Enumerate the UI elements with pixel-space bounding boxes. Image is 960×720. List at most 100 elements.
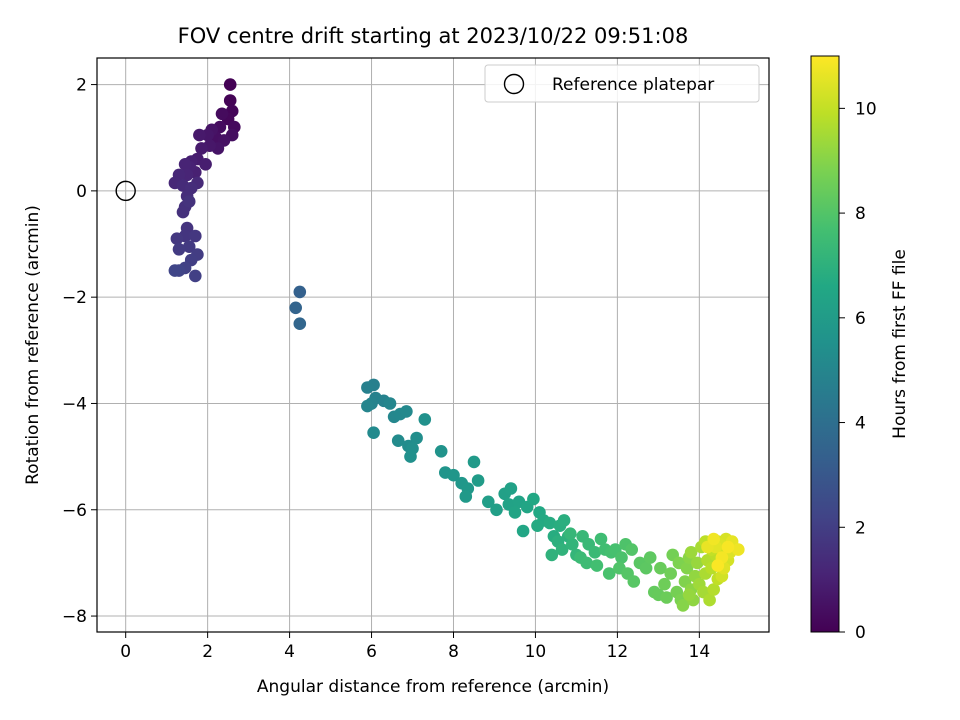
y-tick-label: 2 <box>76 76 87 96</box>
data-point <box>391 434 405 448</box>
y-tick-label: 0 <box>76 182 87 202</box>
x-tick-label: 2 <box>202 642 213 662</box>
data-point <box>555 543 569 556</box>
data-point <box>602 567 616 580</box>
data-point <box>404 450 417 463</box>
y-tick-label: −2 <box>62 288 87 308</box>
data-point <box>182 195 196 208</box>
data-point <box>289 301 303 315</box>
data-point <box>658 577 671 591</box>
data-point <box>590 559 604 572</box>
colorbar <box>810 55 840 633</box>
data-point <box>531 519 544 532</box>
data-point <box>410 431 423 445</box>
data-point <box>172 243 186 256</box>
x-tick-label: 12 <box>607 642 629 662</box>
data-point <box>367 426 380 440</box>
data-point <box>471 474 485 487</box>
data-point <box>182 240 196 253</box>
data-point <box>170 232 184 245</box>
data-point <box>721 540 735 554</box>
data-point <box>545 548 559 562</box>
data-point <box>176 205 190 219</box>
data-point <box>557 514 571 527</box>
data-point <box>711 559 725 572</box>
data-point <box>660 591 673 604</box>
legend-reference-marker <box>503 73 525 95</box>
data-point <box>189 269 202 283</box>
data-point <box>508 506 522 519</box>
data-point <box>467 455 481 469</box>
data-point <box>707 583 720 596</box>
x-tick-label: 6 <box>366 642 377 662</box>
x-tick-label: 8 <box>448 642 459 662</box>
y-tick-label: −4 <box>62 394 87 414</box>
colorbar-ticks: 0 2 4 6 8 10 <box>839 99 877 643</box>
colorbar-tick-label: 6 <box>855 309 866 329</box>
data-point <box>615 551 628 564</box>
data-point <box>482 495 495 509</box>
data-point <box>361 399 374 413</box>
data-point <box>195 142 208 155</box>
scatter-points <box>168 78 745 612</box>
legend-box <box>484 64 760 103</box>
data-point <box>682 588 696 602</box>
data-point <box>566 538 579 551</box>
plot-frame <box>96 57 770 633</box>
data-point <box>189 229 202 243</box>
data-point <box>168 264 182 277</box>
data-point <box>516 524 530 538</box>
colorbar-tick-label: 10 <box>855 99 877 119</box>
colorbar-tick-label: 2 <box>855 518 866 538</box>
data-point <box>490 503 503 517</box>
data-point <box>527 492 540 506</box>
data-point <box>178 158 192 171</box>
data-point <box>680 561 694 575</box>
data-point <box>664 567 677 580</box>
data-point <box>625 543 638 556</box>
data-point <box>707 532 720 546</box>
x-tick-label: 10 <box>525 642 547 662</box>
data-point <box>580 556 593 570</box>
y-tick-label: −8 <box>62 607 87 627</box>
data-point <box>691 556 704 570</box>
grid-lines <box>97 58 769 632</box>
reference-marker <box>115 180 136 202</box>
data-point <box>418 413 432 426</box>
data-point <box>543 516 557 530</box>
chart-title: FOV centre drift starting at 2023/10/22 … <box>178 24 689 48</box>
data-point <box>223 78 237 91</box>
data-point <box>199 158 212 171</box>
data-point <box>564 527 577 540</box>
data-point <box>223 94 237 107</box>
y-tick-label: −6 <box>62 501 87 521</box>
data-point <box>361 381 374 394</box>
data-point <box>459 490 473 503</box>
reference-marker-group <box>115 180 136 202</box>
data-point <box>594 532 608 546</box>
data-point <box>654 561 667 575</box>
colorbar-tick-label: 4 <box>855 414 866 434</box>
legend-entry: Reference platepar <box>552 75 714 95</box>
x-tick-label: 0 <box>120 642 131 662</box>
x-axis-ticks: 0 2 4 6 8 10 12 14 <box>120 632 710 662</box>
data-point <box>193 128 206 142</box>
data-point <box>293 317 307 331</box>
data-point <box>643 551 657 564</box>
data-point <box>588 546 602 559</box>
x-axis-label: Angular distance from reference (arcmin) <box>257 677 609 697</box>
colorbar-tick-label: 0 <box>855 623 866 643</box>
y-axis-label: Rotation from reference (arcmin) <box>23 205 43 485</box>
data-point <box>400 405 413 418</box>
legend: Reference platepar <box>484 64 760 103</box>
data-point <box>703 593 716 607</box>
data-point <box>627 575 641 588</box>
data-point <box>504 482 518 495</box>
x-tick-label: 14 <box>689 642 711 662</box>
data-point <box>383 397 397 410</box>
colorbar-tick-label: 8 <box>855 204 866 224</box>
x-tick-label: 4 <box>284 642 295 662</box>
colorbar-label: Hours from first FF file <box>890 249 910 439</box>
